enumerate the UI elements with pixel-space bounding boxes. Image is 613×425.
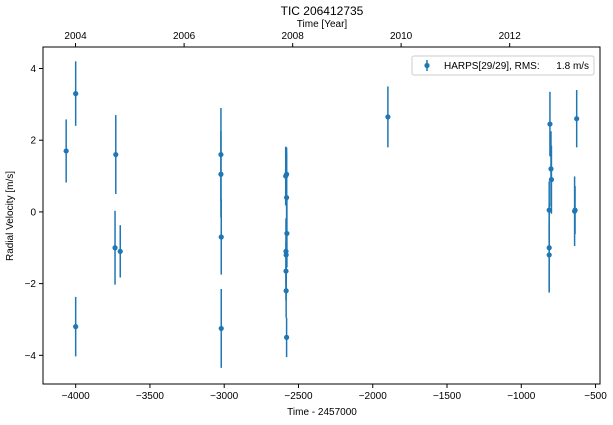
legend-box [411, 55, 595, 76]
data-point [548, 177, 555, 183]
x-axis-label: Time - 2457000 [287, 407, 357, 418]
data-point [63, 148, 69, 154]
data-point [113, 151, 119, 158]
legend: HARPS[29/29], RMS: 1.8 m/s [411, 55, 595, 76]
plot-area: −4000 −3500 −3000 −2500 −2000 −1500 −1000 −500 −… [25, 31, 608, 402]
data-point [218, 234, 224, 240]
data-point [112, 245, 118, 251]
data-point [572, 207, 578, 213]
data-point [283, 288, 289, 294]
data-point [546, 252, 552, 258]
top-tick-label: 2010 [390, 31, 413, 42]
data-point [73, 324, 79, 330]
data-point [574, 116, 580, 122]
x-tick-label: −1000 [507, 391, 536, 402]
y-axis-label: Radial Velocity [m/s] [5, 171, 16, 261]
data-point [218, 325, 224, 332]
x-tick-label: −3000 [210, 391, 239, 402]
data-point [117, 248, 123, 254]
top-tick-label: 2012 [499, 31, 522, 42]
y-tick-label: 2 [30, 136, 36, 147]
data-point [385, 114, 391, 120]
legend-marker [424, 62, 430, 69]
top-tick-label: 2006 [173, 31, 196, 42]
y-tick-label: 4 [30, 64, 36, 75]
data-point [73, 91, 79, 97]
y-tick-label: −4 [25, 351, 37, 362]
data-point [283, 334, 290, 340]
x-tick-label: −3500 [136, 391, 165, 402]
y-tick-label: −2 [25, 279, 37, 290]
data-point [283, 194, 290, 201]
top-tick-label: 2004 [64, 31, 87, 42]
x-tick-label: −2000 [359, 391, 388, 402]
top-tick-label: 2008 [282, 31, 305, 42]
data-point [547, 121, 553, 127]
x-tick-label: −500 [584, 391, 607, 402]
legend-entry-label: HARPS[29/29], RMS: 1.8 m/s [444, 61, 589, 72]
x-tick-label: −4000 [62, 391, 91, 402]
chart-title: TIC 206412735 [281, 4, 364, 18]
plot-frame [42, 46, 601, 385]
data-point [218, 171, 224, 177]
x-tick-label: −1500 [433, 391, 462, 402]
x-tick-label: −2500 [284, 391, 313, 402]
top-axis-label: Time [Year] [297, 19, 348, 30]
y-tick-label: 0 [30, 207, 36, 218]
